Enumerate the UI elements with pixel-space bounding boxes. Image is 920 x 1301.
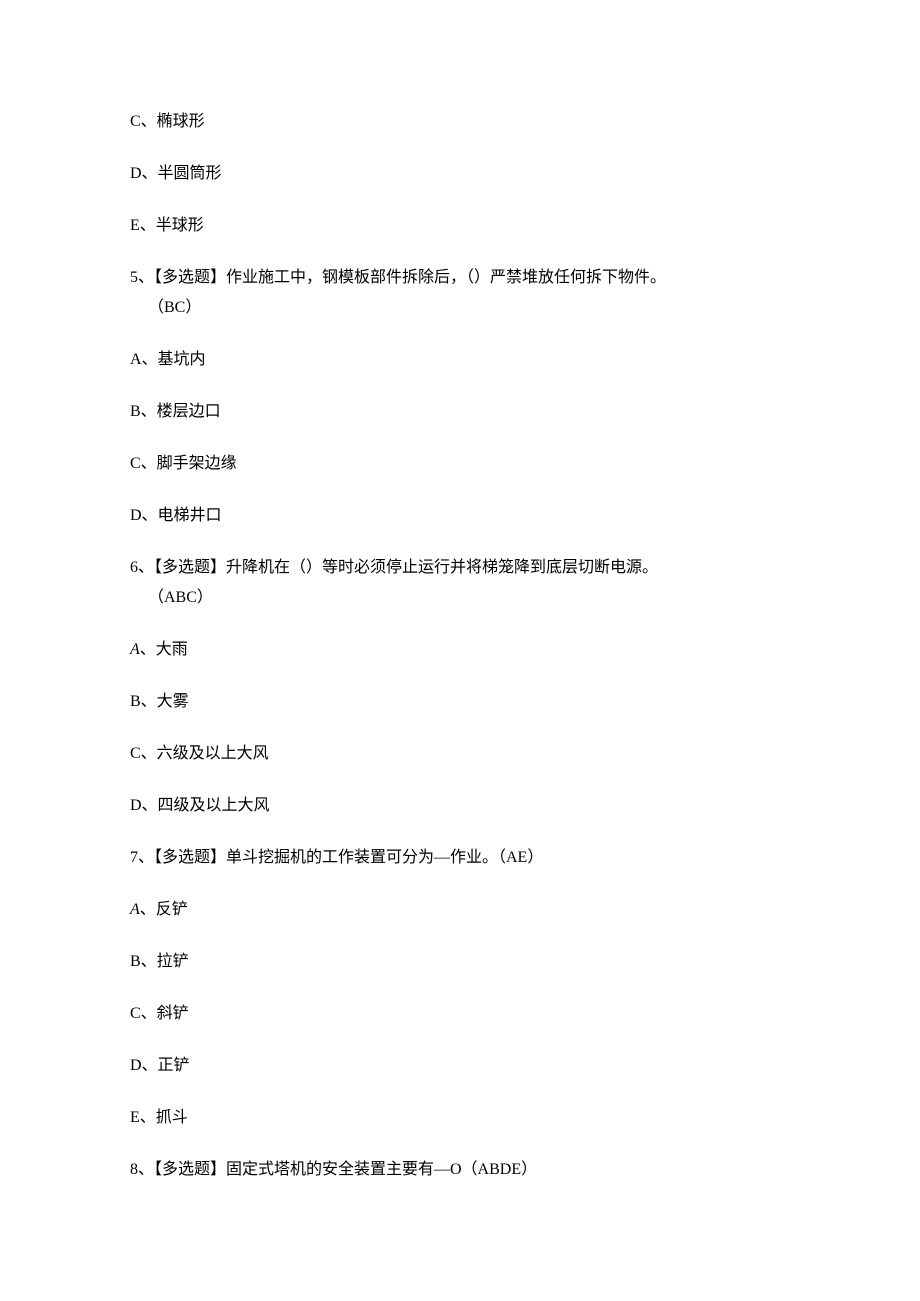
question-7: 7、【多选题】单斗挖掘机的工作装置可分为—作业。（AE） (130, 846, 790, 870)
question-8: 8、【多选题】固定式塔机的安全装置主要有—O（ABDE） (130, 1158, 790, 1182)
question-5-answer: （BC） (148, 296, 790, 320)
italic-a-prefix: A (130, 901, 140, 918)
q7-option-a-rest: 、反铲 (140, 901, 188, 918)
q7-option-e: E、抓斗 (130, 1106, 790, 1130)
question-6-text: 6、【多选题】升降机在（）等时必须停止运行并将梯笼降到底层切断电源。 (130, 556, 790, 580)
q6-option-c: C、六级及以上大风 (130, 742, 790, 766)
q7-option-a: A、反铲 (130, 898, 790, 922)
q7-option-d: D、正铲 (130, 1054, 790, 1078)
q6-option-a-rest: 、大雨 (140, 641, 188, 658)
italic-a-prefix: A (130, 641, 140, 658)
q5-option-b: B、楼层边口 (130, 400, 790, 424)
q5-option-c: C、脚手架边缘 (130, 452, 790, 476)
q6-option-a: A、大雨 (130, 638, 790, 662)
q5-option-a: A、基坑内 (130, 348, 790, 372)
question-6-answer: （ABC） (148, 586, 790, 610)
question-5: 5、【多选题】作业施工中，钢模板部件拆除后，（）严禁堆放任何拆下物件。 （BC） (130, 266, 790, 320)
option-d: D、半圆筒形 (130, 162, 790, 186)
option-c: C、椭球形 (130, 110, 790, 134)
q5-option-d: D、电梯井口 (130, 504, 790, 528)
option-e: E、半球形 (130, 214, 790, 238)
q6-option-d: D、四级及以上大风 (130, 794, 790, 818)
question-6: 6、【多选题】升降机在（）等时必须停止运行并将梯笼降到底层切断电源。 （ABC） (130, 556, 790, 610)
q7-option-b: B、拉铲 (130, 950, 790, 974)
question-5-text: 5、【多选题】作业施工中，钢模板部件拆除后，（）严禁堆放任何拆下物件。 (130, 266, 790, 290)
q7-option-c: C、斜铲 (130, 1002, 790, 1026)
q6-option-b: B、大雾 (130, 690, 790, 714)
